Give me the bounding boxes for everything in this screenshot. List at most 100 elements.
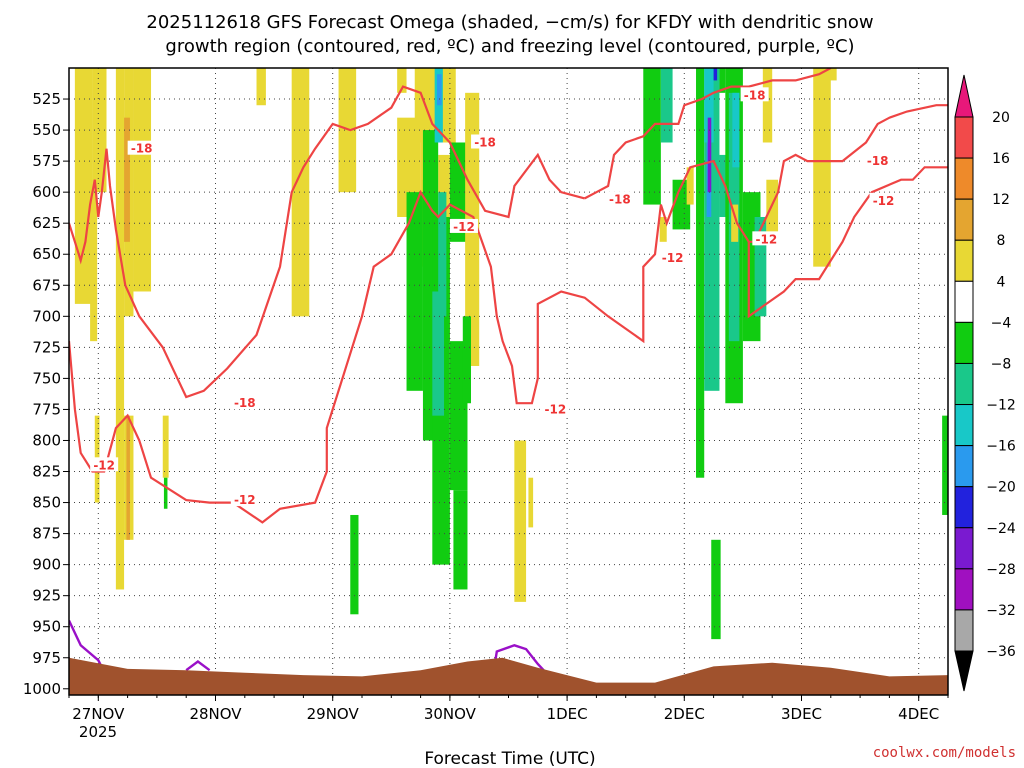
omega-cell-18 <box>397 68 407 93</box>
omega-cell-42 <box>686 167 694 205</box>
omega-cell-58 <box>711 539 721 640</box>
contour-label-bg-8 <box>658 249 687 264</box>
contour-label-9: -18 <box>744 88 766 102</box>
omega-cell-45 <box>719 154 728 217</box>
contour-label-12: -12 <box>873 194 895 208</box>
chart-title-line-2: growth region (contoured, red, ºC) and f… <box>165 36 854 57</box>
omega-cell-24 <box>406 192 423 391</box>
y-tick-label-650: 650 <box>32 245 61 263</box>
omega-cell-34 <box>453 490 468 590</box>
contour-label-bg-7 <box>605 191 634 206</box>
y-tick-label-750: 750 <box>32 369 61 387</box>
colorbar-label-12: −32 <box>986 603 1016 619</box>
colorbar-bin-5 <box>954 321 974 364</box>
contour-label-1: -18 <box>234 396 256 410</box>
y-tick-label-700: 700 <box>32 307 61 325</box>
y-tick-label-600: 600 <box>32 183 61 201</box>
contour-label-bg-11 <box>863 153 892 168</box>
colorbar-label-6: −8 <box>991 356 1012 372</box>
colorbar-bin-10 <box>954 527 974 570</box>
colorbar-label-7: −12 <box>986 398 1016 414</box>
colorbar-label-2: 12 <box>992 192 1010 208</box>
chart-title-line-1: 2025112618 GFS Forecast Omega (shaded, −… <box>146 12 873 33</box>
omega-cell-57 <box>766 179 779 242</box>
omega-cell-13 <box>256 68 266 106</box>
contour-labels: -18 -18 -12 -12 -18 -12 -12 -18 -12 -18 -12 -18 -12 <box>90 87 898 507</box>
terrain-area <box>69 657 948 695</box>
colorbar-bottom-arrow <box>954 650 974 692</box>
colorbar-bin-4 <box>954 280 974 323</box>
contour-label-bg-1 <box>230 395 259 410</box>
colorbar-bin-0 <box>954 116 974 159</box>
colorbar-label-3: 8 <box>997 233 1006 249</box>
colorbar-label-9: −20 <box>986 480 1016 496</box>
omega-cell-39 <box>660 68 673 143</box>
omega-cell-41 <box>659 216 667 242</box>
y-tick-label-625: 625 <box>32 214 61 232</box>
dgz-contour-0 <box>69 85 585 399</box>
contour-label-6: -12 <box>545 402 567 416</box>
y-tick-label-775: 775 <box>32 400 61 418</box>
omega-cell-15 <box>304 179 307 242</box>
colorbar-bin-11 <box>954 568 974 611</box>
colorbar-bin-8 <box>954 445 974 488</box>
y-tick-label-675: 675 <box>32 276 61 294</box>
omega-cell-40 <box>672 179 691 230</box>
omega-cell-12 <box>163 477 168 509</box>
x-year-label: 2025 <box>79 723 117 741</box>
contour-label-4: -18 <box>474 135 496 149</box>
omega-cell-9 <box>126 415 130 540</box>
x-tick-label-0: 27NOV <box>72 705 125 723</box>
omega-cell-62 <box>819 204 829 255</box>
omega-cell-5 <box>115 68 125 590</box>
y-tick-label-525: 525 <box>32 90 61 108</box>
contour-label-bg-0 <box>127 140 156 155</box>
y-tick-label-1000: 1000 <box>23 680 61 698</box>
colorbar-bin-12 <box>954 609 974 652</box>
omega-cell-49 <box>713 68 718 81</box>
omega-cell-43 <box>696 68 705 478</box>
contour-label-bg-6 <box>541 401 570 416</box>
dgz-contour-2 <box>584 68 832 200</box>
colorbar-label-5: −4 <box>991 315 1012 331</box>
contour-label-bg-12 <box>869 192 898 207</box>
omega-cell-8 <box>124 117 130 242</box>
omega-shading <box>74 68 948 640</box>
omega-cell-61 <box>824 68 837 81</box>
contour-label-bg-3 <box>230 492 259 507</box>
terrain <box>69 657 948 695</box>
y-tick-label-850: 850 <box>32 494 61 512</box>
contour-label-10: -12 <box>755 232 777 246</box>
contour-label-2: -12 <box>93 458 115 472</box>
colorbar-bin-7 <box>954 404 974 447</box>
contour-label-0: -18 <box>131 142 153 156</box>
plot-area: -18 -18 -12 -12 -18 -12 -12 -18 -12 -18 -12 -18 -12 <box>68 67 949 696</box>
contour-label-5: -12 <box>453 220 475 234</box>
omega-cell-2 <box>90 192 98 342</box>
colorbar-label-13: −36 <box>986 644 1016 660</box>
colorbar: 20 16 12 8 4 −4 −8 −12 −16 −20 −24 −28 −32 −36 <box>954 74 1016 692</box>
dgz-contours <box>69 68 948 524</box>
omega-cell-63 <box>942 415 948 515</box>
freezing-level-2 <box>489 644 551 689</box>
colorbar-label-0: 20 <box>992 110 1010 126</box>
x-tick-label-2: 29NOV <box>307 705 360 723</box>
omega-cell-33 <box>437 74 442 106</box>
contour-label-bg-2 <box>90 457 119 472</box>
dgz-contour-3 <box>747 166 948 319</box>
x-tick-label-5: 2DEC <box>664 705 705 723</box>
omega-cell-46 <box>704 68 714 143</box>
y-tick-label-900: 900 <box>32 556 61 574</box>
colorbar-bin-6 <box>954 362 974 406</box>
y-tick-label-875: 875 <box>32 525 61 543</box>
contour-label-7: -18 <box>609 193 631 207</box>
contour-label-3: -12 <box>234 493 256 507</box>
freezing-level-1 <box>185 660 211 672</box>
omega-cell-38 <box>643 68 661 205</box>
contour-label-8: -12 <box>662 251 684 265</box>
y-tick-label-550: 550 <box>32 121 61 139</box>
omega-cell-28 <box>432 291 445 416</box>
omega-cell-56 <box>762 68 773 143</box>
x-tick-label-6: 3DEC <box>781 705 822 723</box>
contour-label-bg-4 <box>471 134 500 149</box>
